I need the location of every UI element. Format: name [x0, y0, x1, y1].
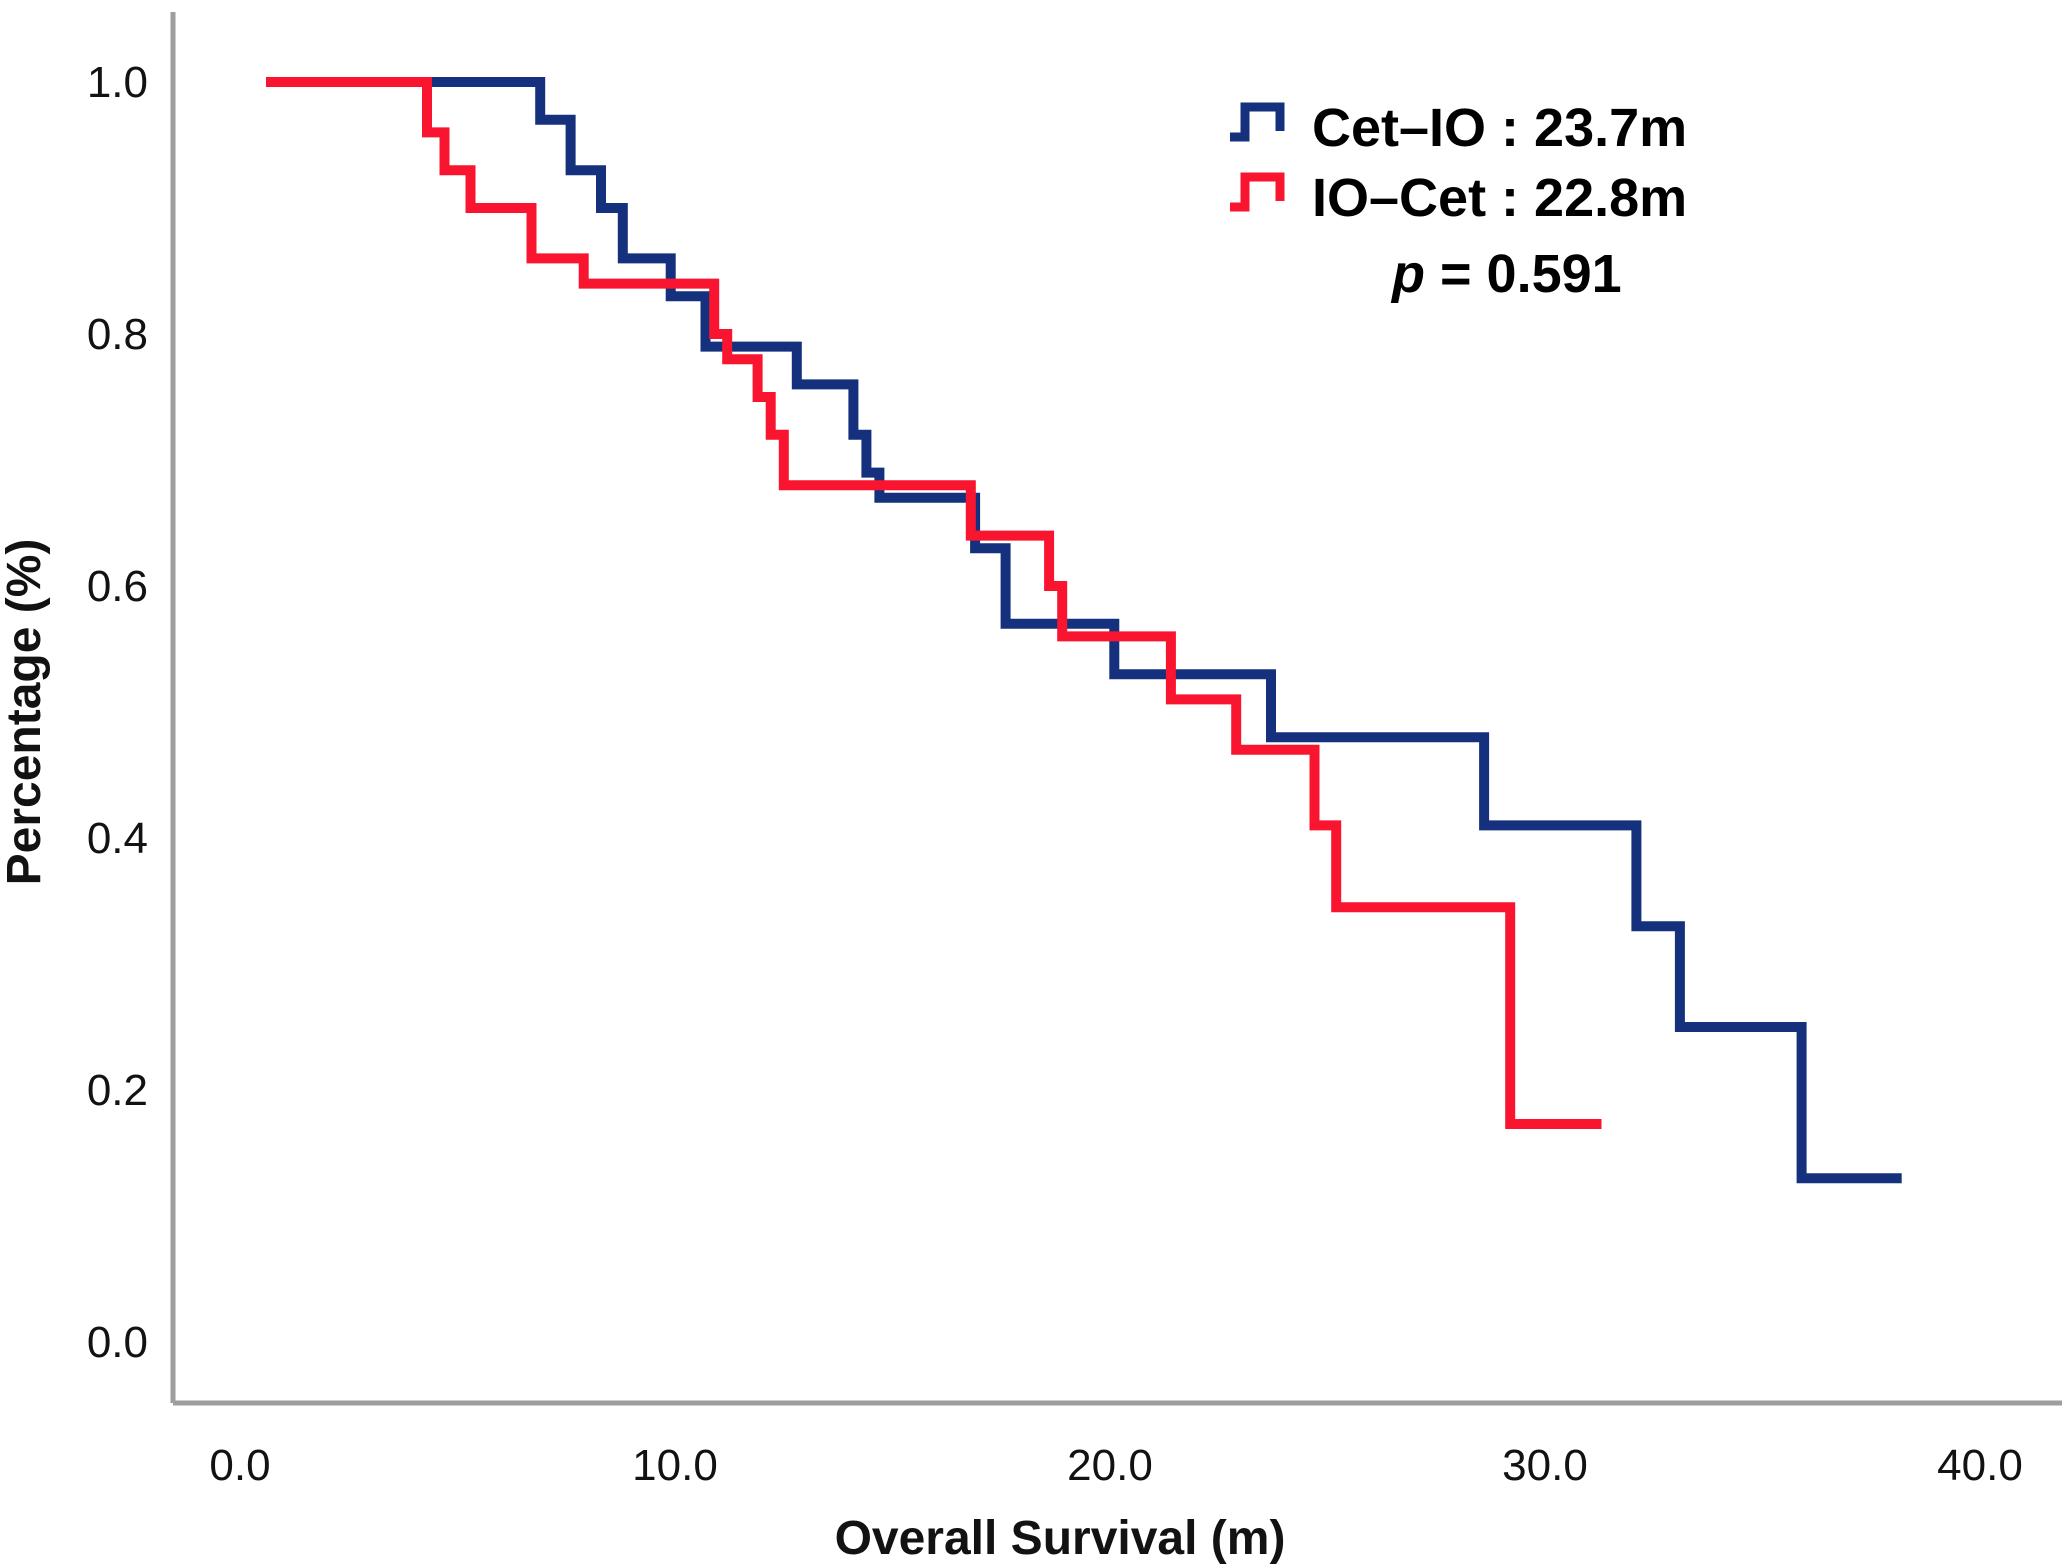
x-tick-label-40.0: 40.0: [1937, 1441, 2023, 1490]
x-tick-label-10.0: 10.0: [632, 1441, 718, 1490]
x-tick-label-30.0: 30.0: [1502, 1441, 1588, 1490]
p-value-number: = 0.591: [1425, 244, 1622, 304]
legend-step-icon-io-cet: [1230, 172, 1285, 212]
legend-item-cet-io: Cet–IO : 23.7m: [1230, 98, 1687, 158]
y-axis-title: Percentage (%): [0, 539, 51, 886]
y-tick-label-0.2: 0.2: [87, 1066, 148, 1115]
km-curve-io-cet: [266, 77, 1602, 1129]
legend-step-icon-cet-io: [1230, 102, 1285, 142]
y-tick-label-0.6: 0.6: [87, 562, 148, 611]
y-tick-label-0.8: 0.8: [87, 310, 148, 359]
x-tick-label-0.0: 0.0: [209, 1441, 270, 1490]
p-value-symbol: p: [1390, 244, 1425, 304]
legend-label-io-cet: IO–Cet : 22.8m: [1312, 168, 1687, 228]
x-axis-title: Overall Survival (m): [835, 1512, 1286, 1565]
y-tick-label-1.0: 1.0: [87, 58, 148, 107]
legend-item-io-cet: IO–Cet : 22.8m: [1230, 168, 1687, 228]
p-value-annotation: p = 0.591: [1390, 244, 1622, 304]
x-tick-label-20.0: 20.0: [1067, 1441, 1153, 1490]
legend-label-cet-io: Cet–IO : 23.7m: [1312, 98, 1687, 158]
y-tick-label-0.4: 0.4: [87, 814, 148, 863]
y-tick-label-0.0: 0.0: [87, 1318, 148, 1367]
km-curve-cet-io: [266, 77, 1902, 1184]
